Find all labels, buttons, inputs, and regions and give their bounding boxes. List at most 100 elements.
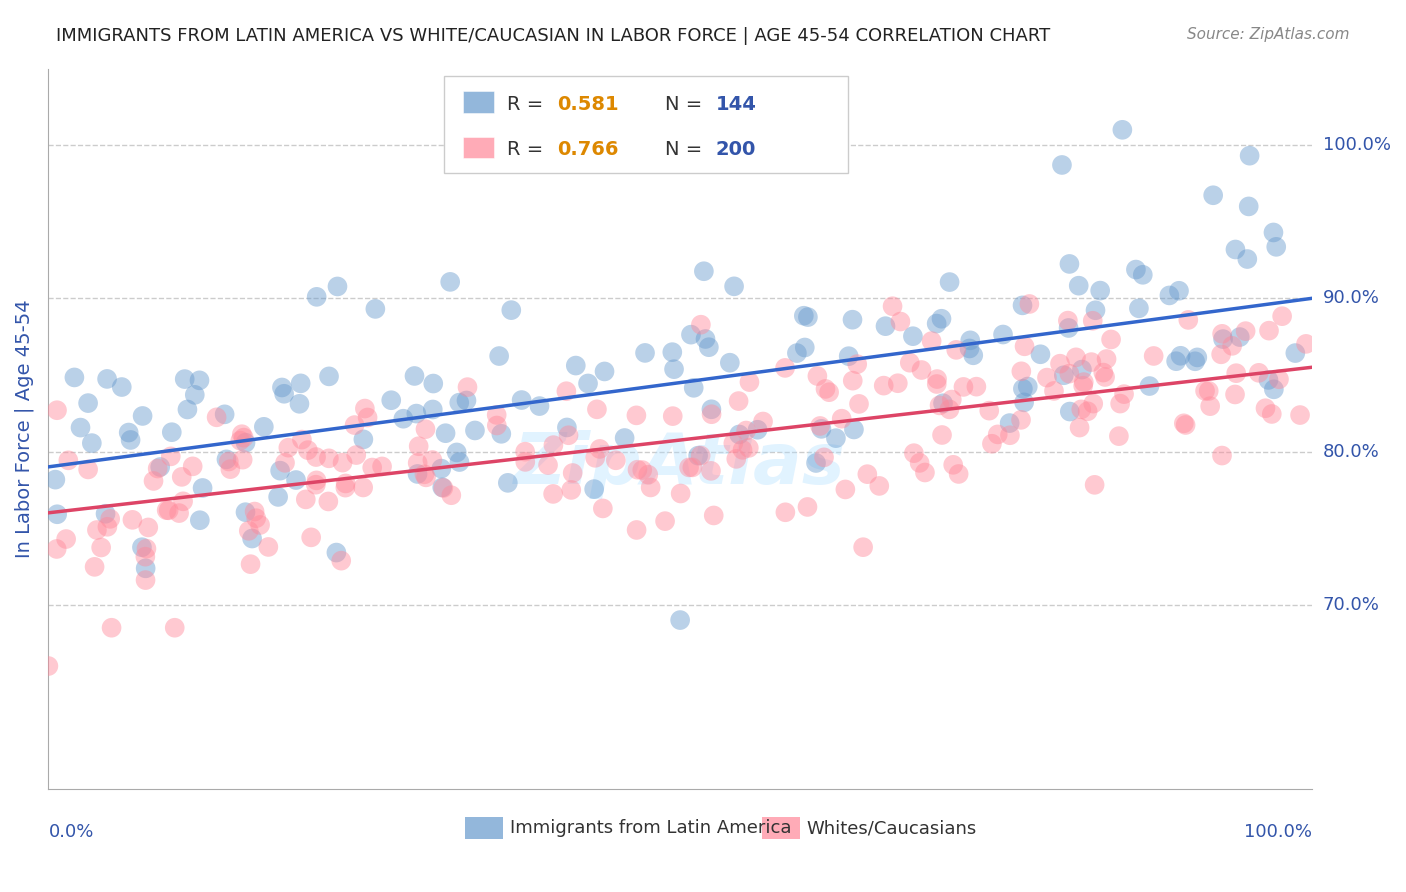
Point [45,541,67,556]
Text: 100.0%: 100.0% [1244,823,1312,841]
Point [804,456,827,470]
Point [1239,149,1261,163]
Point [274,456,297,470]
Point [728,427,751,442]
Point [718,356,741,370]
Point [1059,367,1081,381]
Point [555,384,578,399]
Point [464,424,486,438]
Point [136,520,159,534]
Point [889,314,911,328]
Point [100,621,122,635]
Point [167,506,190,520]
Text: Immigrants from Latin America: Immigrants from Latin America [509,819,792,838]
Text: 0.766: 0.766 [558,140,619,159]
Point [1017,379,1039,393]
Point [1069,420,1091,434]
Point [1050,158,1073,172]
Point [415,470,437,484]
Point [693,264,716,278]
Point [1084,478,1107,492]
Point [747,423,769,437]
Point [1237,199,1260,213]
Bar [762,817,800,839]
Point [818,385,841,400]
Point [834,483,856,497]
Point [842,374,865,388]
Point [1095,351,1118,366]
Point [205,410,228,425]
Point [1170,349,1192,363]
Point [1258,324,1281,338]
Point [661,409,683,424]
Point [593,364,616,378]
Point [1014,339,1036,353]
Point [796,138,818,153]
Point [921,334,943,348]
Point [959,342,981,356]
Point [1263,382,1285,396]
Point [605,453,627,467]
Point [156,503,179,517]
Point [80,436,103,450]
Point [1073,375,1095,389]
Point [695,332,717,346]
Point [1202,188,1225,202]
Point [959,334,981,348]
Point [578,152,600,166]
Point [678,460,700,475]
Point [631,463,654,477]
Point [491,426,513,441]
Point [439,275,461,289]
Point [404,368,426,383]
Point [640,480,662,494]
Point [626,463,648,477]
Point [305,474,328,488]
Point [245,511,267,525]
Point [868,479,890,493]
Point [269,464,291,478]
Point [1064,351,1087,365]
Point [1194,384,1216,398]
Bar [444,76,848,173]
Point [1108,429,1130,443]
Point [118,425,141,440]
Point [422,402,444,417]
Point [344,448,367,462]
Point [488,349,510,363]
Point [1168,284,1191,298]
Point [700,402,723,417]
Point [326,279,349,293]
Point [1236,252,1258,266]
Point [903,446,925,460]
Point [415,422,437,436]
Point [440,488,463,502]
Point [543,438,565,452]
Point [1132,268,1154,282]
Point [797,310,820,324]
Point [1223,387,1246,401]
Point [952,380,974,394]
Point [1289,408,1312,422]
Point [218,454,240,468]
Point [626,409,648,423]
Point [330,554,353,568]
Point [1128,301,1150,316]
Point [1225,243,1247,257]
Point [434,426,457,441]
Point [173,372,195,386]
Text: 200: 200 [716,140,756,159]
Point [932,396,955,410]
Point [332,456,354,470]
Point [432,481,454,495]
Point [942,458,965,472]
Point [239,557,262,571]
Point [752,415,775,429]
Text: ZipAtlas: ZipAtlas [515,430,846,499]
Point [1018,297,1040,311]
Point [406,467,429,481]
Point [1092,366,1115,380]
Point [901,329,924,343]
Point [229,434,252,448]
Point [842,422,865,436]
